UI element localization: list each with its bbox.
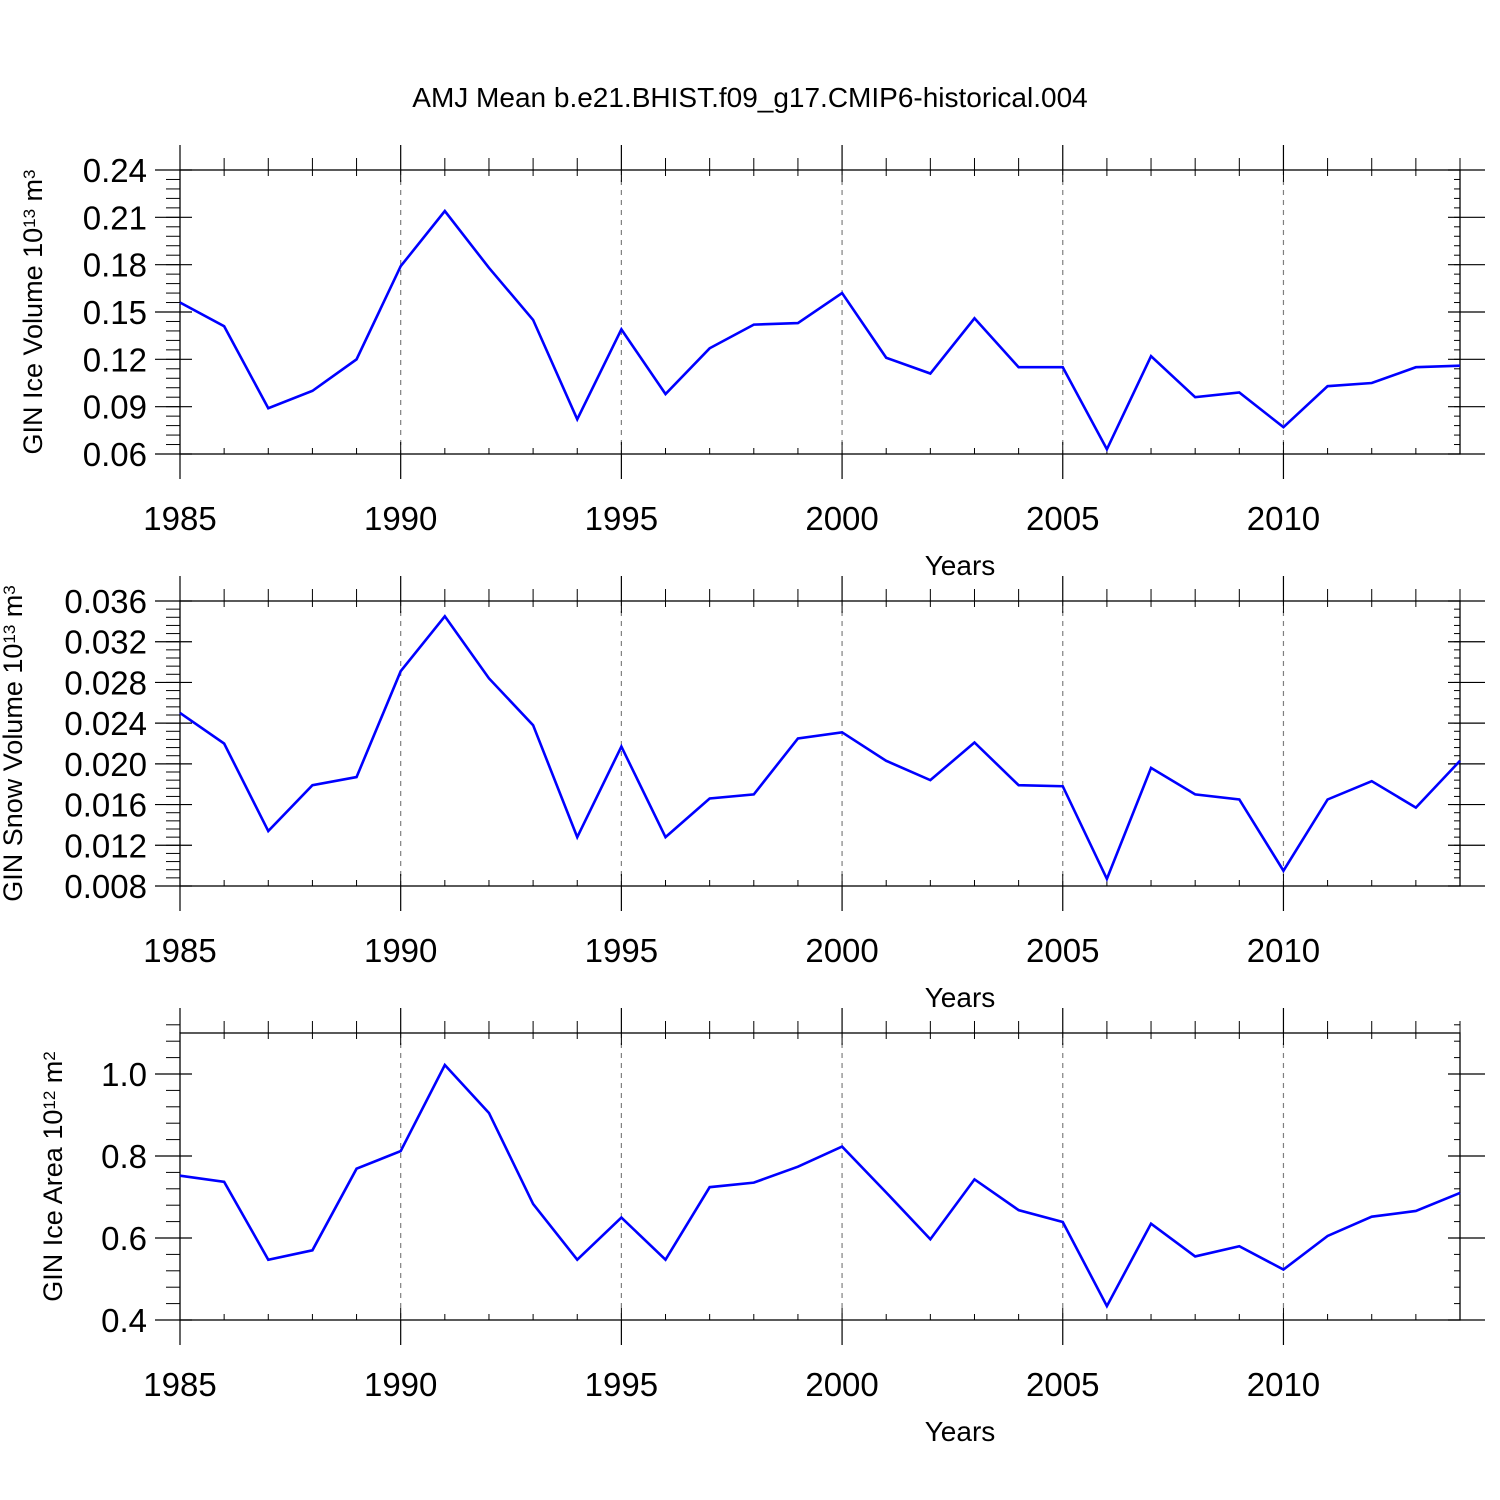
x-tick-label: 2000	[805, 932, 878, 969]
y-tick-label: 0.012	[64, 827, 147, 864]
x-axis-label: Years	[925, 550, 996, 581]
x-tick-label: 2010	[1247, 1366, 1320, 1403]
x-tick-label: 1990	[364, 1366, 437, 1403]
y-tick-label: 0.024	[64, 705, 147, 742]
plot-frame	[179, 1032, 1461, 1321]
x-tick-label: 2005	[1026, 500, 1099, 537]
x-tick-label: 1985	[143, 500, 216, 537]
panel-ice-volume: 1985 1990 1995 2000 2005 2010 Years 0.06 0.09 0.1…	[18, 145, 1485, 581]
y-tick-label: 0.06	[83, 436, 147, 473]
y-axis-label-superscript: 3	[20, 169, 39, 178]
y-axis-label-superscript: 12	[40, 1091, 59, 1110]
y-tick-label: 0.18	[83, 247, 147, 284]
y-axis-label-part: m	[18, 179, 48, 209]
series-line	[179, 614, 1461, 883]
y-tick-label: 0.4	[101, 1302, 147, 1339]
panel-ice-area: 1985 1990 1995 2000 2005 2010 Years 0.4 0.6 0.8 1.…	[38, 1008, 1485, 1447]
x-tick-label: 1995	[585, 1366, 658, 1403]
y-tick-label: 0.12	[83, 341, 147, 378]
y-axis-label: GIN Snow Volume 1013 m3	[0, 585, 28, 902]
plot-frame	[179, 600, 1461, 887]
y-axis-label-part: GIN Ice Volume 10	[18, 228, 48, 455]
y-tick-label: 0.15	[83, 294, 147, 331]
x-tick-label: 2000	[805, 500, 878, 537]
y-tick-label: 0.016	[64, 787, 147, 824]
series-line	[179, 208, 1461, 453]
y-axis-label-part: m	[0, 595, 28, 625]
y-tick-label: 0.020	[64, 746, 147, 783]
y-axis-label: GIN Ice Volume 1013 m3	[18, 169, 48, 454]
y-axis-label-superscript: 3	[0, 585, 19, 594]
x-tick-label: 1985	[143, 932, 216, 969]
x-tick-label: 2010	[1247, 932, 1320, 969]
y-tick-label: 0.036	[64, 583, 147, 620]
x-tick-label: 1995	[585, 500, 658, 537]
x-tick-label: 1990	[364, 932, 437, 969]
x-tick-label: 2010	[1247, 500, 1320, 537]
y-tick-label: 0.6	[101, 1220, 147, 1257]
y-tick-label: 0.008	[64, 868, 147, 905]
y-axis-label-superscript: 13	[0, 625, 19, 644]
y-tick-label: 0.8	[101, 1138, 147, 1175]
x-axis-label: Years	[925, 1416, 996, 1447]
x-tick-label: 1985	[143, 1366, 216, 1403]
x-tick-label: 1995	[585, 932, 658, 969]
figure-title: AMJ Mean b.e21.BHIST.f09_g17.CMIP6-histo…	[412, 82, 1087, 113]
y-axis-label-part: m	[38, 1061, 68, 1091]
x-axis-label: Years	[925, 982, 996, 1013]
series-line	[179, 1062, 1461, 1309]
plot-frame	[179, 169, 1461, 455]
y-axis-label-part: GIN Snow Volume 10	[0, 644, 28, 902]
x-tick-label: 2000	[805, 1366, 878, 1403]
y-tick-label: 0.21	[83, 199, 147, 236]
y-axis-label: GIN Ice Area 1012 m2	[38, 1051, 68, 1302]
x-tick-label: 2005	[1026, 1366, 1099, 1403]
y-tick-label: 0.028	[64, 664, 147, 701]
panel-snow-volume: 1985 1990 1995 2000 2005 2010Years0.0080.0120…	[0, 576, 1485, 1013]
y-tick-label: 0.032	[64, 624, 147, 661]
y-axis-label-part: GIN Ice Area 10	[38, 1110, 68, 1302]
y-tick-label: 0.09	[83, 389, 147, 426]
y-tick-label: 0.24	[83, 152, 147, 189]
x-tick-label: 2005	[1026, 932, 1099, 969]
y-axis-label-superscript: 2	[40, 1051, 59, 1060]
x-tick-label: 1990	[364, 500, 437, 537]
y-tick-label: 1.0	[101, 1056, 147, 1093]
y-axis-label-superscript: 13	[20, 209, 39, 228]
